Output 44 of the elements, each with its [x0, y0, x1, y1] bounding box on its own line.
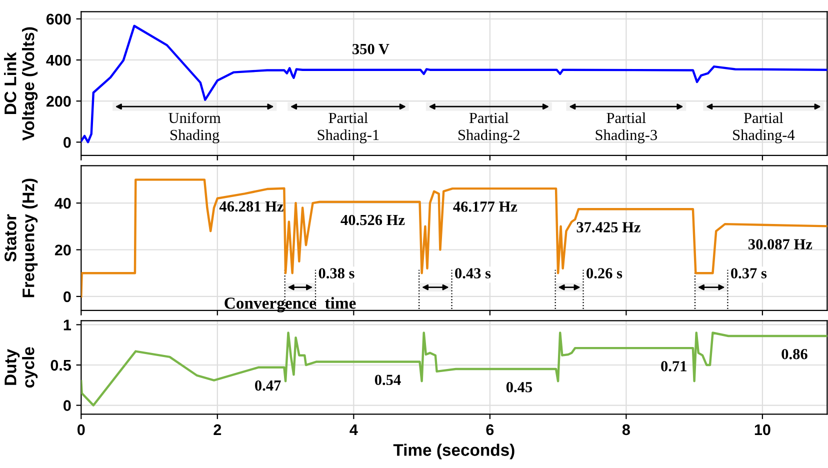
band-label: Partial Shading-2 [458, 112, 520, 144]
annotation: 46.281 Hz [219, 201, 284, 212]
y-tick-label: 40 [54, 198, 71, 209]
y-tick-label: 0.5 [50, 360, 71, 371]
band-label: Uniform Shading [168, 112, 221, 144]
y-axis-title: Duty cycle [4, 347, 38, 388]
band-label: Partial Shading-4 [733, 112, 795, 144]
x-tick-label: 6 [486, 424, 494, 436]
annotation: 46.177 Hz [453, 202, 518, 212]
y-tick-label: 0 [64, 291, 71, 302]
band-label: 0.26 s [586, 268, 622, 278]
y-tick-label: 1 [64, 320, 71, 330]
annotation: 0.86 [782, 348, 808, 360]
annotation: 37.425 Hz [576, 222, 640, 232]
band-label: 0.37 s [731, 268, 767, 278]
x-tick-label: 8 [622, 424, 630, 436]
line-series [81, 178, 828, 298]
y-tick-label: 200 [46, 96, 71, 107]
y-axis-title: DC Link Voltage (Volts) [4, 27, 38, 141]
y-tick-label: 600 [46, 14, 71, 25]
y-axis-title: Stator Frequency (Hz) [4, 178, 38, 298]
band-label: 0.38 s [318, 268, 354, 278]
x-tick-label: 2 [214, 424, 222, 435]
annotation: 350 V [352, 44, 390, 54]
y-tick-label: 400 [46, 54, 71, 66]
annotation: 0.54 [374, 374, 401, 386]
annotation: 30.087 Hz [748, 239, 812, 250]
annotation: 0.47 [255, 380, 281, 391]
annotation: Convergence time [224, 297, 356, 312]
band-label: Partial Shading-1 [318, 112, 379, 144]
line-series [81, 24, 828, 144]
y-tick-label: 0 [64, 137, 71, 148]
band-label: 0.43 s [455, 268, 491, 278]
x-tick-label: 4 [350, 424, 358, 435]
annotation: 0.71 [661, 361, 686, 372]
x-tick-label: 10 [754, 424, 770, 436]
annotation: 40.526 Hz [340, 214, 405, 226]
band-label: Partial Shading-3 [596, 112, 657, 144]
line-series [81, 332, 828, 406]
x-axis-title: Time (seconds) [393, 444, 514, 460]
y-tick-label: 20 [54, 244, 71, 256]
y-tick-label: 0 [64, 400, 71, 411]
x-tick-label: 0 [78, 424, 85, 436]
annotation: 0.45 [506, 382, 532, 392]
